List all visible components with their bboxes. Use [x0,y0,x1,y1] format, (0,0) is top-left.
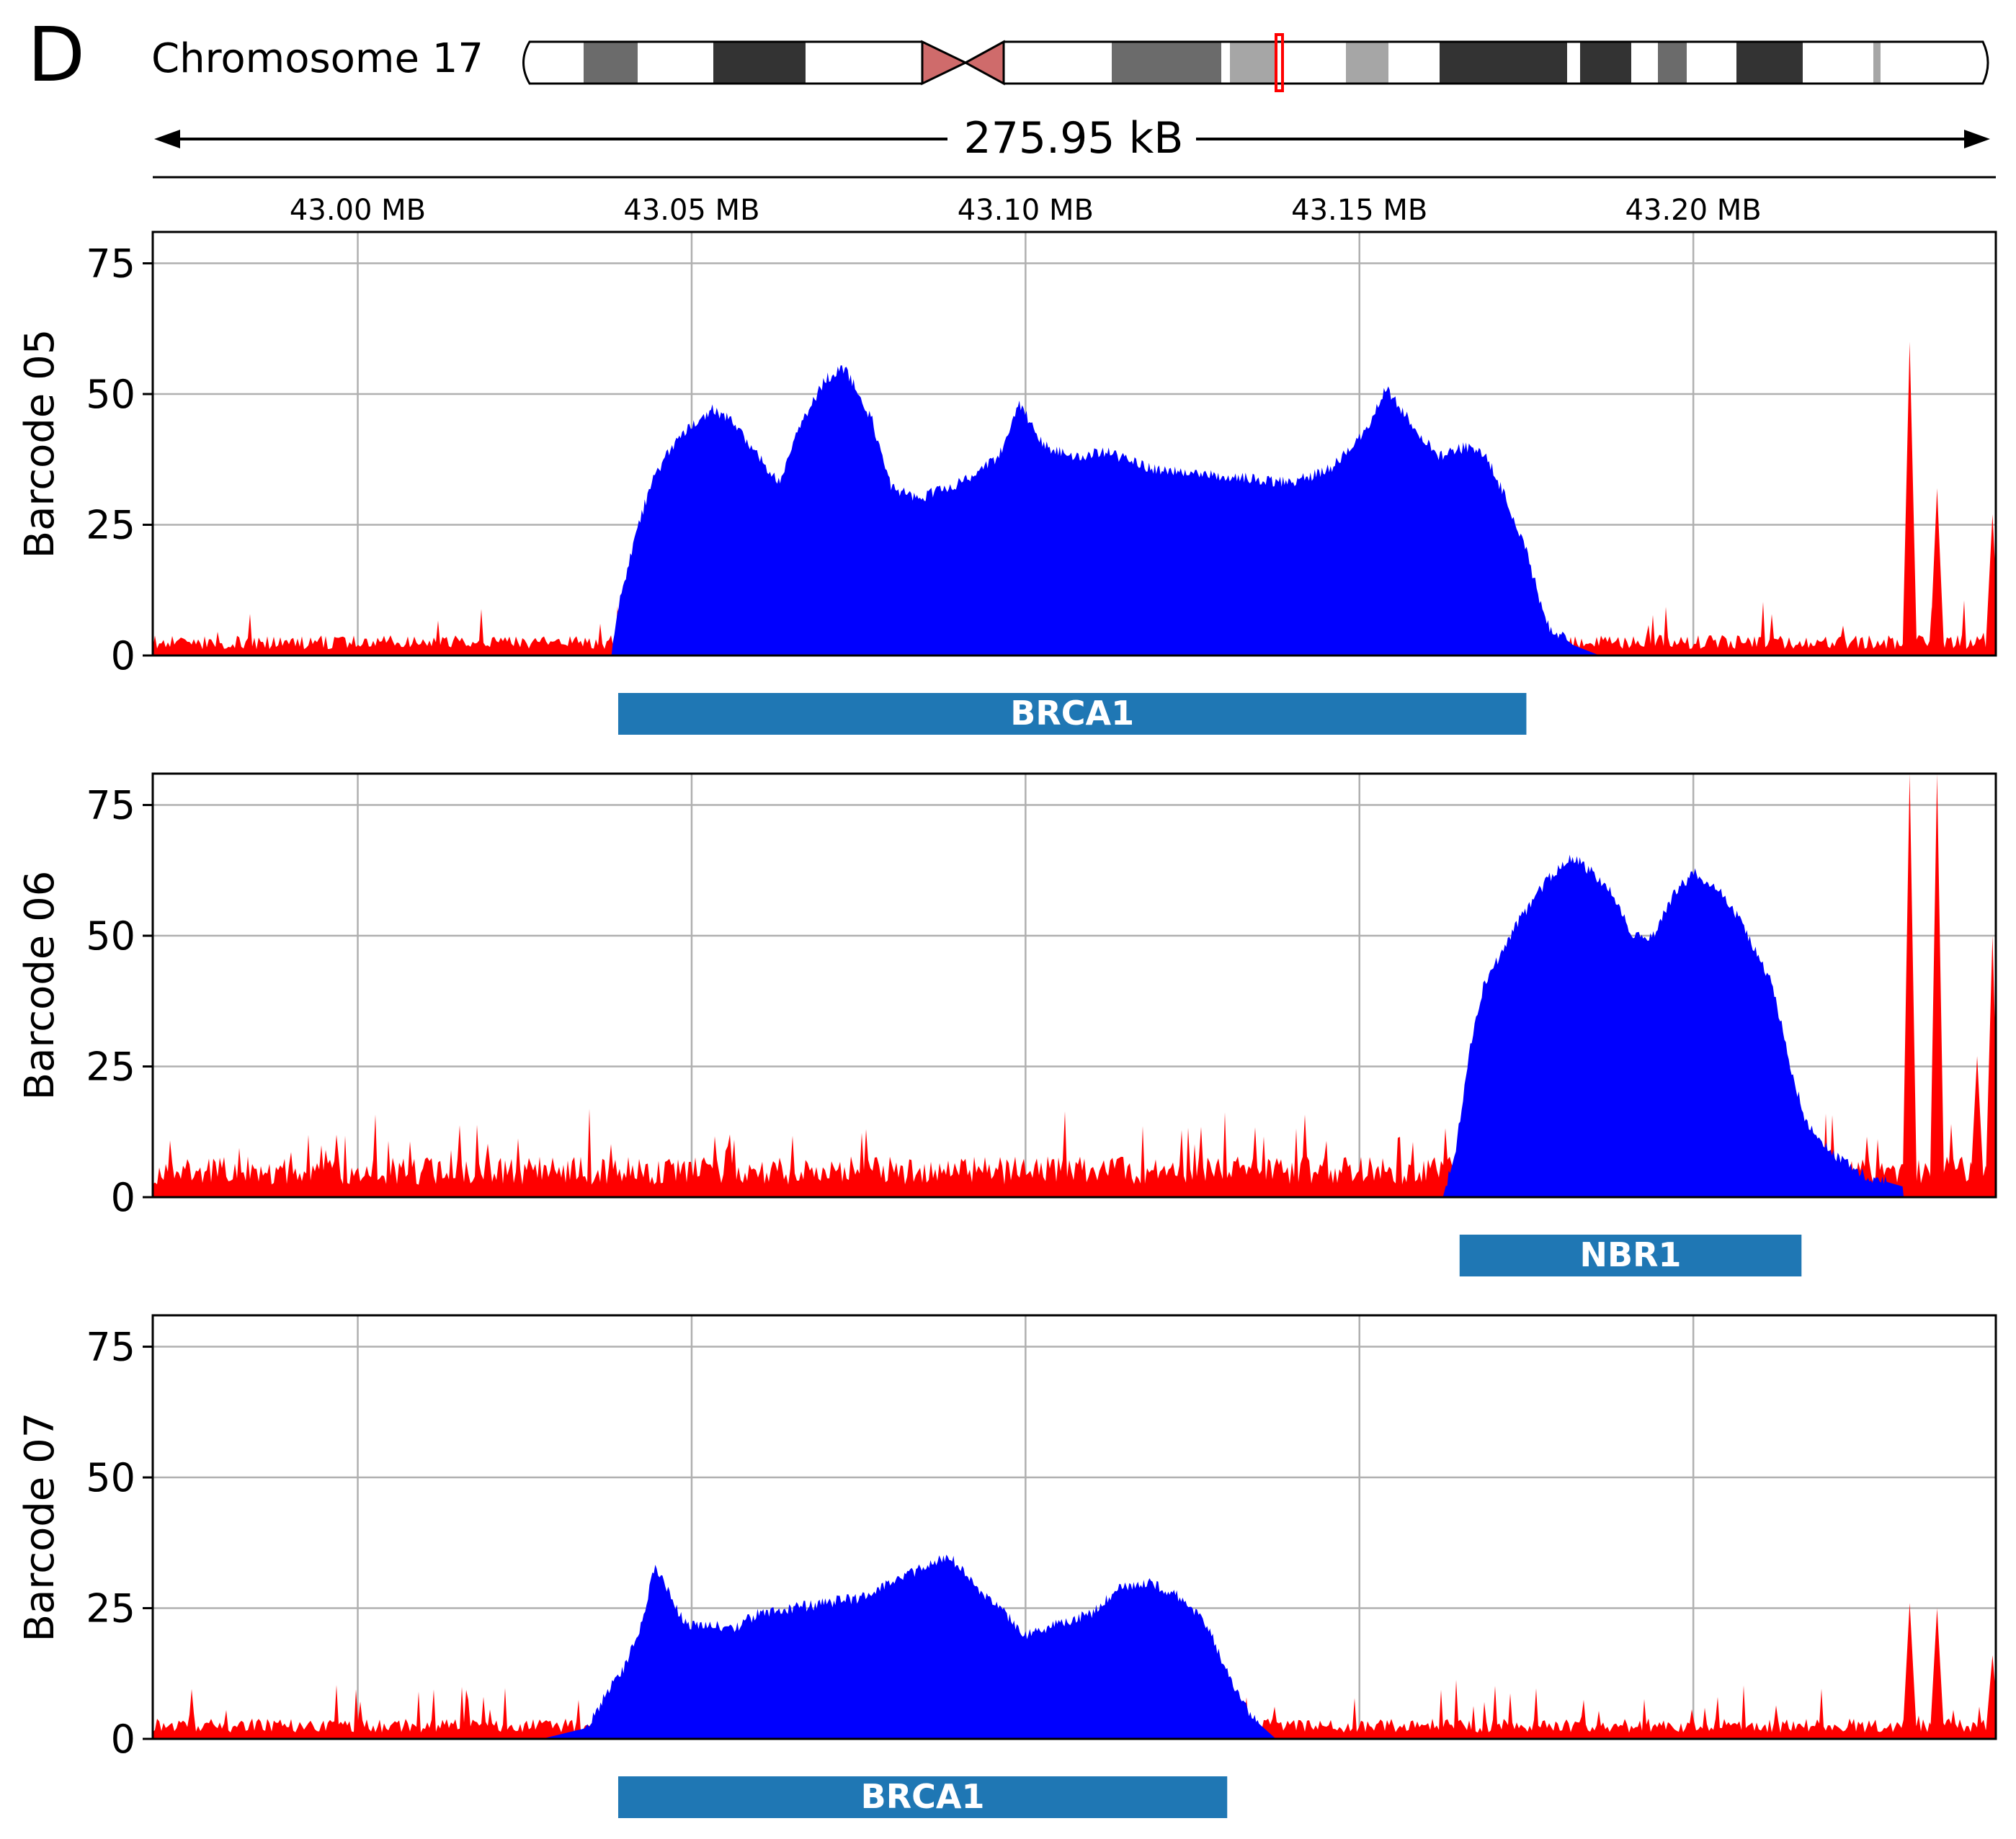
off-target-spike [1985,936,1996,1197]
ideogram-band [1631,42,1658,84]
off-target-spike [1930,774,1945,1197]
off-target-spike [1985,1655,1996,1739]
chromosome-ideogram [522,33,1989,92]
off-target-spike [1902,1603,1917,1739]
centromere-q [963,40,1005,86]
coverage-area [153,341,1996,655]
ideogram-band [1112,42,1221,84]
y-tick-label: 75 [86,241,135,287]
ideogram-band [1803,42,1873,84]
gene-label: NBR1 [1580,1235,1682,1274]
chromosome-label: Chromosome 17 [151,35,483,82]
y-tick-label: 0 [111,633,135,679]
off-target-spike [1970,1056,1985,1197]
coverage-panels: 0 25 50 75 Barcode 05 BRCA1 0 25 50 75 Barcode 06 N… [17,231,1997,1818]
ideogram-band [1873,42,1881,84]
ideogram-band [1736,42,1803,84]
y-tick-label: 0 [111,1175,135,1220]
off-target-spike [1930,1608,1945,1739]
panel-frame [151,1314,1997,1740]
ideogram-band [1440,42,1567,84]
y-tick-label: 50 [86,1455,135,1500]
ideogram-band [638,42,713,84]
y-axis-label: Barcode 07 [17,1413,63,1642]
off-target-spike [1930,488,1945,655]
q-arm-outline [1004,40,1989,85]
p-arm-outline [522,40,922,85]
coverage-panel: 0 25 50 75 Barcode 06 NBR1 [17,772,1997,1276]
panel-frame [151,231,1997,657]
off-target-spike [1902,341,1917,655]
y-tick-label: 0 [111,1717,135,1762]
x-axis: 43.00 MB 43.05 MB 43.10 MB 43.15 MB 43.20 MB [153,176,1996,227]
off-target-spike [1985,514,1996,655]
off-target-spike [1902,774,1917,1197]
panel-label: D [27,11,85,99]
y-tick-label: 50 [86,913,135,959]
gene-label: BRCA1 [861,1777,985,1816]
coverage-area [153,774,1996,1197]
ideogram-band [530,42,584,84]
ideogram-band [1658,42,1687,84]
coverage-panel: 0 25 50 75 Barcode 07 BRCA1 [17,1314,1997,1818]
ideogram-band [1687,42,1736,84]
span-arrow [154,130,1990,148]
ideogram-band [584,42,638,84]
y-tick-label: 25 [86,1586,135,1632]
gene-bar [1459,1235,1802,1276]
ideogram-band [1388,42,1440,84]
y-axis-label: Barcode 06 [17,871,63,1101]
x-tick-label: 43.15 MB [1291,194,1427,227]
x-tick-label: 43.10 MB [958,194,1094,227]
y-tick-label: 50 [86,372,135,417]
ideogram-band [713,42,806,84]
ideogram-highlight [1275,33,1284,92]
ideogram-band [1881,42,1983,84]
ideogram-band [1230,42,1275,84]
y-tick-label: 75 [86,1325,135,1370]
ideogram-band [1221,42,1230,84]
y-tick-label: 25 [86,1044,135,1090]
ideogram-band [1275,42,1346,84]
ideogram-band [1580,42,1631,84]
x-tick-label: 43.05 MB [623,194,759,227]
y-tick-label: 25 [86,503,135,548]
ideogram-band [1004,42,1112,84]
on-target-reads [541,1554,1276,1739]
coverage-panel: 0 25 50 75 Barcode 05 BRCA1 [17,231,1997,735]
centromere-p [921,40,968,86]
gene-bar [617,693,1527,735]
panel-frame [151,772,1997,1199]
on-target-reads [1442,854,1904,1197]
ideogram-band [1567,42,1580,84]
y-axis-label: Barcode 05 [17,329,63,559]
gene-label: BRCA1 [1010,694,1134,733]
coverage-area [153,1554,1996,1739]
x-tick-label: 43.00 MB [290,194,426,227]
gene-bar [617,1776,1228,1818]
x-tick-label: 43.20 MB [1625,194,1762,227]
y-tick-label: 75 [86,783,135,828]
on-target-reads [611,365,1600,655]
span-label: 275.95 kB [964,113,1184,164]
ideogram-band [1346,42,1388,84]
ideogram-band [806,42,922,84]
